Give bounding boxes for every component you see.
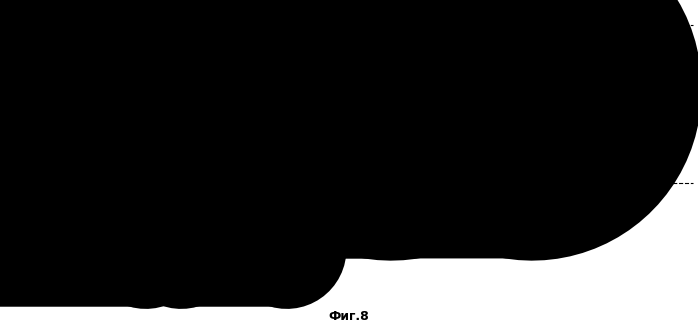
Text: Полезная нагрузка: Полезная нагрузка — [156, 211, 241, 220]
Text: информация: информация — [279, 220, 319, 225]
Text: PDU RLC  [k+1] (840): PDU RLC [k+1] (840) — [188, 251, 279, 260]
Text: (820): (820) — [328, 61, 350, 70]
Text: PDU RLC: PDU RLC — [57, 223, 94, 232]
Text: (В) показатель 2: (В) показатель 2 — [5, 168, 84, 177]
Text: RLC 2: RLC 2 — [290, 228, 308, 233]
Text: (845): (845) — [328, 218, 350, 227]
Text: Фиг.8: Фиг.8 — [329, 310, 369, 323]
Polygon shape — [5, 183, 285, 205]
Text: PDU PDCP [n] от исходного ENB: PDU PDCP [n] от исходного ENB — [56, 32, 205, 41]
Text: Последний PDU PDCP от исходного ENB: Последний PDU PDCP от исходного ENB — [40, 189, 230, 198]
Bar — [5, 208, 115, 238]
Text: Управляющая: Управляющая — [278, 211, 320, 216]
Text: Запустить показатель 2 в принимающем
объекте PDCP: Запустить показатель 2 в принимающем объ… — [429, 164, 611, 184]
Text: Полезная нагрузка: Полезная нагрузка — [17, 54, 103, 63]
Text: (А) показатель 1: (А) показатель 1 — [5, 10, 84, 19]
Text: Полезная нагрузка: Полезная нагрузка — [17, 211, 103, 220]
Text: Полезная нагрузка: Полезная нагрузка — [156, 54, 241, 63]
Polygon shape — [5, 25, 285, 47]
Text: (805): (805) — [253, 32, 277, 41]
Text: PDU RLC: PDU RLC — [179, 66, 216, 75]
Bar — [278, 50, 320, 80]
Bar — [5, 50, 115, 80]
Text: (830): (830) — [37, 223, 59, 232]
Text: информация: информация — [279, 63, 319, 68]
Bar — [148, 50, 278, 80]
Text: PDU RLC  [m] (810): PDU RLC [m] (810) — [19, 94, 101, 103]
Bar — [148, 208, 278, 238]
Text: (825): (825) — [253, 189, 277, 198]
Text: RLC 1: RLC 1 — [290, 71, 308, 76]
Text: PDU RLC  [k] (835): PDU RLC [k] (835) — [21, 251, 99, 260]
Text: PDU RLC  [m+1] (815): PDU RLC [m+1] (815) — [187, 94, 281, 103]
Text: Управляющая: Управляющая — [278, 54, 320, 59]
Text: PDU RLC: PDU RLC — [179, 223, 216, 232]
Text: PDU RLC: PDU RLC — [42, 66, 78, 75]
Bar — [278, 208, 320, 238]
Text: Запустить показатель 1 в принимающем
объекте PDCP: Запустить показатель 1 в принимающем объ… — [429, 6, 611, 26]
